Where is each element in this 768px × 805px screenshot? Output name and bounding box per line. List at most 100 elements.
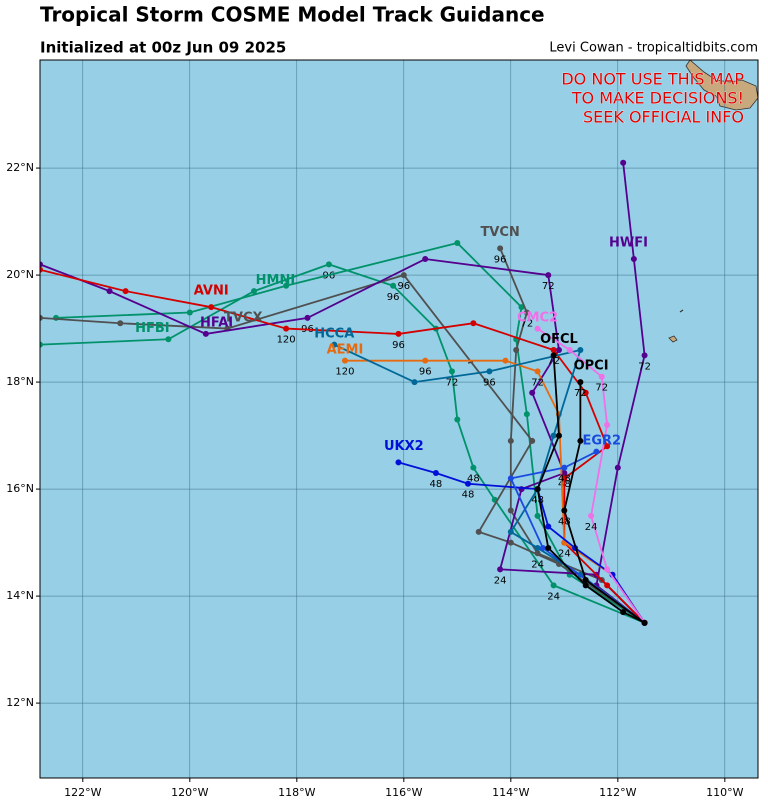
- track-point: [497, 245, 504, 252]
- track-point: [106, 288, 113, 295]
- track-point: [507, 539, 514, 546]
- track-point: [470, 320, 477, 327]
- track-point: [304, 314, 311, 321]
- track-point: [411, 379, 418, 386]
- track-point: [518, 304, 525, 311]
- track-name: EGR2: [582, 433, 621, 448]
- track-point: [186, 309, 193, 316]
- lat-label: 20°N: [6, 268, 34, 281]
- track-point: [539, 544, 546, 551]
- track-point: [577, 379, 584, 386]
- track-point: [497, 566, 504, 573]
- track-point: [395, 459, 402, 466]
- track-point: [454, 416, 461, 423]
- hour-label: 24: [531, 559, 544, 570]
- lon-label: 114°W: [492, 786, 529, 799]
- track-point: [555, 432, 562, 439]
- hour-label: 72: [574, 388, 587, 399]
- map-frame: [39, 59, 759, 779]
- subtitle: Initialized at 00z Jun 09 2025: [40, 39, 286, 57]
- hour-label: 48: [558, 474, 571, 485]
- track-point: [486, 368, 493, 375]
- land: [467, 60, 758, 364]
- track-point: [202, 330, 209, 337]
- lat-label: 18°N: [6, 375, 34, 388]
- track-point: [582, 389, 589, 396]
- track-point: [448, 368, 455, 375]
- track-point: [40, 341, 43, 348]
- track-point: [550, 352, 557, 359]
- track-point: [604, 443, 611, 450]
- track-line: [333, 343, 646, 624]
- lat-label: 22°N: [6, 161, 34, 174]
- track-line: [56, 241, 646, 624]
- track-point: [117, 320, 124, 327]
- track-point: [283, 282, 290, 289]
- lon-label: 120°W: [171, 786, 208, 799]
- track-point: [604, 566, 611, 573]
- lon-label: 118°W: [278, 786, 315, 799]
- track-point: [598, 373, 605, 380]
- track-point: [545, 544, 552, 551]
- track-point: [550, 346, 557, 353]
- track-point: [561, 464, 568, 471]
- track-point: [534, 550, 541, 557]
- track-name: HCCA: [314, 326, 354, 341]
- track-point: [614, 464, 621, 471]
- track-point: [529, 389, 536, 396]
- track-point: [641, 352, 648, 359]
- hour-label: 96: [483, 377, 496, 388]
- track-name: HMNI: [256, 273, 296, 288]
- track-name: OPCI: [574, 359, 609, 374]
- track-point: [507, 437, 514, 444]
- ocean: [40, 60, 758, 778]
- warning-text: TO MAKE DECISIONS!: [571, 89, 744, 108]
- lat-label: 16°N: [6, 482, 34, 495]
- track-point: [604, 421, 611, 428]
- track-point: [593, 448, 600, 455]
- track-point: [641, 619, 648, 626]
- track-point: [588, 512, 595, 519]
- track-point: [523, 411, 530, 418]
- credit: Levi Cowan - tropicaltidbits.com: [549, 41, 758, 56]
- track-point: [545, 272, 552, 279]
- track-point: [529, 437, 536, 444]
- track-point: [507, 528, 514, 535]
- hour-label: 48: [462, 490, 475, 501]
- track-point: [470, 464, 477, 471]
- track-point: [561, 470, 568, 477]
- hour-label: 96: [494, 254, 507, 265]
- track-point: [325, 261, 332, 268]
- track-name: OFCL: [540, 332, 578, 347]
- track-point: [395, 330, 402, 337]
- track-name: HWFI: [609, 235, 648, 250]
- lon-label: 110°W: [706, 786, 743, 799]
- track-point: [620, 609, 627, 616]
- track-point: [165, 336, 172, 343]
- track-point: [422, 357, 429, 364]
- warning-text: DO NOT USE THIS MAP: [561, 70, 744, 89]
- track-point: [507, 475, 514, 482]
- track-point: [582, 582, 589, 589]
- track-point: [534, 486, 541, 493]
- track-point: [475, 528, 482, 535]
- track-point: [550, 432, 557, 439]
- hour-label: 24: [547, 591, 560, 602]
- hour-label: 120: [335, 367, 354, 378]
- hour-label: 24: [558, 549, 571, 560]
- track-point: [534, 368, 541, 375]
- track-point: [534, 325, 541, 332]
- track-point: [40, 266, 43, 273]
- track-point: [40, 314, 43, 321]
- track-point: [422, 256, 429, 263]
- lon-label: 122°W: [64, 786, 101, 799]
- track-name: HFBI: [135, 321, 170, 336]
- track-point: [561, 475, 568, 482]
- track-point: [620, 159, 627, 166]
- title: Tropical Storm COSME Model Track Guidanc…: [40, 3, 545, 27]
- hour-label: 72: [542, 281, 555, 292]
- lon-label: 116°W: [385, 786, 422, 799]
- lat-label: 14°N: [6, 589, 34, 602]
- hour-label: 72: [638, 361, 651, 372]
- track-point: [577, 346, 584, 353]
